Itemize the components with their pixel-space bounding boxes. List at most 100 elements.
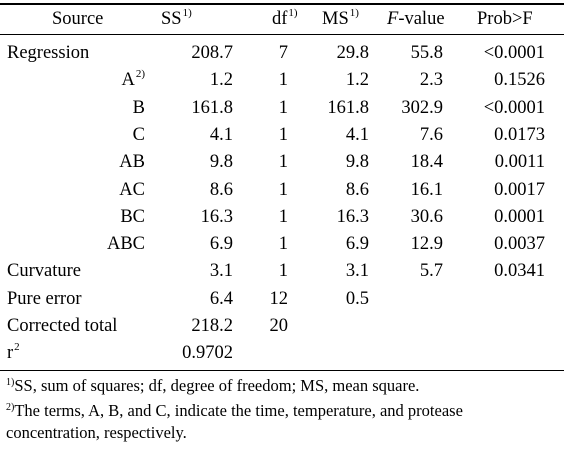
row-ms-value: 16.3: [336, 207, 369, 227]
row-source-text: r: [7, 343, 14, 363]
row-source-text: BC: [120, 207, 145, 227]
row-prob-value: 0.0011: [494, 152, 545, 172]
header-source: Source: [52, 10, 103, 29]
header-ms-text: MS: [322, 9, 349, 29]
row-ms-value: 29.8: [336, 43, 369, 63]
row-prob-value: 0.1526: [494, 70, 545, 90]
row-source-label: Curvature: [7, 262, 81, 281]
row-source-label: r2: [7, 341, 20, 363]
row-df-value: 1: [278, 180, 288, 200]
row-source-label: BC: [120, 208, 145, 227]
row-source-text: Pure error: [7, 289, 82, 309]
row-source-text: AB: [119, 152, 145, 172]
row-prob-value: 0.0017: [494, 180, 545, 200]
row-ss-value: 4.1: [209, 125, 233, 145]
footnote-2-text: The terms, A, B, and C, indicate the tim…: [14, 401, 463, 420]
row-f-value: 2.3: [419, 70, 443, 90]
row-ss-value: 218.2: [191, 316, 233, 336]
row-f-value: 5.7: [419, 261, 443, 281]
row-f-value: 30.6: [410, 207, 443, 227]
header-df: df1): [272, 7, 298, 29]
row-source-label: ABC: [107, 235, 145, 254]
header-source-text: Source: [52, 9, 104, 29]
bottom-rule: [0, 370, 564, 371]
row-df-value: 1: [278, 98, 288, 118]
header-ss: SS1): [161, 7, 192, 29]
row-ms-value: 8.6: [345, 180, 369, 200]
row-df-value: 7: [278, 43, 288, 63]
header-f-value: F-value: [387, 10, 445, 29]
row-prob-value: 0.0037: [494, 234, 545, 254]
row-source-label: C: [133, 126, 145, 145]
row-source-superscript: 2: [14, 341, 20, 353]
row-df-value: 1: [278, 125, 288, 145]
row-source-label: AC: [119, 181, 145, 200]
row-ms-value: 6.9: [345, 234, 369, 254]
footnote-2: 2)The terms, A, B, and C, indicate the t…: [6, 401, 463, 420]
row-ms-value: 0.5: [345, 289, 369, 309]
header-df-footnote-mark: 1): [288, 7, 298, 19]
row-df-value: 1: [278, 152, 288, 172]
row-source-label: AB: [119, 153, 145, 172]
row-prob-value: 0.0001: [494, 207, 545, 227]
row-f-value: 12.9: [410, 234, 443, 254]
row-prob-value: 0.0341: [494, 261, 545, 281]
row-ss-value: 8.6: [209, 180, 233, 200]
row-ss-value: 3.1: [209, 261, 233, 281]
row-source-text: Regression: [7, 43, 90, 63]
row-df-value: 20: [269, 316, 289, 336]
row-ss-value: 208.7: [191, 43, 233, 63]
row-source-text: B: [132, 98, 145, 118]
row-source-label: B: [133, 99, 145, 118]
row-ms-value: 9.8: [345, 152, 369, 172]
row-source-label: Corrected total: [7, 317, 117, 336]
row-f-value: 55.8: [410, 43, 443, 63]
row-ss-value: 161.8: [191, 98, 233, 118]
footnote-1: 1)SS, sum of squares; df, degree of free…: [6, 376, 420, 395]
top-rule: [0, 3, 564, 5]
row-source-text: Curvature: [7, 261, 81, 281]
row-f-value: 7.6: [419, 125, 443, 145]
header-prob-text: Prob>F: [477, 9, 533, 29]
row-ss-value: 16.3: [200, 207, 233, 227]
row-source-text: A: [121, 70, 135, 90]
row-ss-value: 9.8: [209, 152, 233, 172]
row-ss-value: 0.9702: [182, 343, 233, 363]
header-df-text: df: [272, 9, 288, 29]
header-ms: MS1): [322, 7, 359, 29]
header-f-italic: F: [387, 9, 399, 29]
row-prob-value: <0.0001: [483, 98, 545, 118]
row-source-label: Pure error: [7, 290, 81, 309]
row-source-label: Regression: [7, 44, 89, 63]
footnote-2-mark: 2): [6, 402, 15, 413]
row-source-text: Corrected total: [7, 316, 118, 336]
row-prob-value: <0.0001: [483, 43, 545, 63]
row-df-value: 1: [278, 234, 288, 254]
row-ss-value: 6.4: [209, 289, 233, 309]
footnote-1-text: SS, sum of squares; df, degree of freedo…: [14, 376, 420, 395]
row-df-value: 1: [278, 207, 288, 227]
row-prob-value: 0.0173: [494, 125, 545, 145]
header-ss-text: SS: [161, 9, 182, 29]
row-source-text: AC: [119, 180, 145, 200]
row-ss-value: 1.2: [209, 70, 233, 90]
row-df-value: 12: [269, 289, 289, 309]
row-ms-value: 161.8: [327, 98, 369, 118]
row-f-value: 302.9: [401, 98, 443, 118]
row-df-value: 1: [278, 70, 288, 90]
row-f-value: 16.1: [410, 180, 443, 200]
footnote-2-continued-text: concentration, respectively.: [6, 423, 187, 442]
header-ms-footnote-mark: 1): [349, 7, 359, 19]
header-f-rest: -value: [398, 9, 445, 29]
header-prob: Prob>F: [477, 10, 533, 29]
row-source-label: A2): [121, 68, 145, 90]
header-ss-footnote-mark: 1): [182, 7, 192, 19]
footnote-2-continued: concentration, respectively.: [6, 423, 187, 442]
row-ms-value: 1.2: [345, 70, 369, 90]
footnote-1-mark: 1): [6, 377, 15, 388]
row-ms-value: 4.1: [345, 125, 369, 145]
row-source-superscript: 2): [135, 68, 145, 80]
row-source-text: C: [132, 125, 145, 145]
header-rule: [0, 34, 564, 35]
